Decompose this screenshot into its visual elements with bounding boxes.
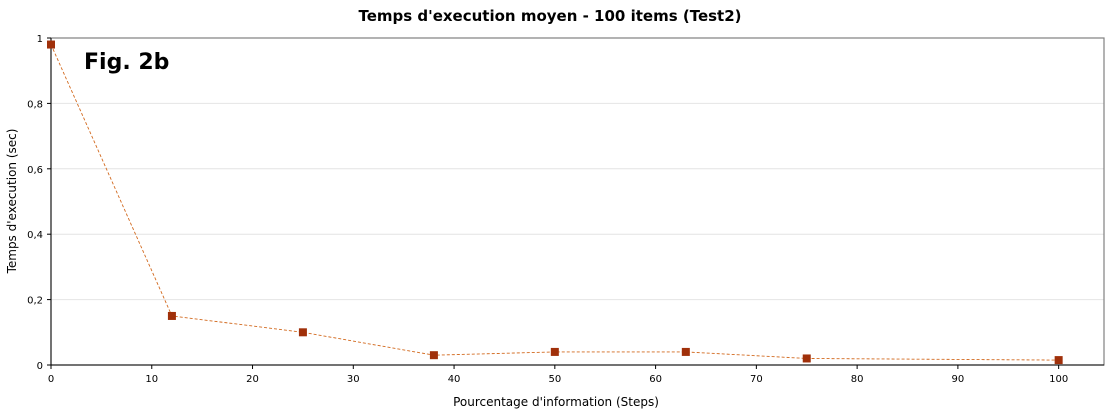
data-point [681, 347, 690, 356]
x-tick-label: 50 [548, 374, 561, 385]
y-tick-label: 0,4 [27, 230, 43, 241]
y-tick-label: 0 [37, 361, 43, 372]
data-point [298, 328, 307, 337]
x-tick-label: 30 [347, 374, 360, 385]
data-point [167, 311, 176, 320]
plot-area: 00,20,40,60,810 10 20 30 40 50 60 70 80 90 100 [27, 34, 1105, 385]
y-tick-label: 0,8 [27, 99, 43, 110]
data-point [550, 347, 559, 356]
x-tick-label: 10 [145, 374, 158, 385]
x-tick-label: 90 [952, 374, 965, 385]
y-tick-label: 1 [37, 34, 43, 45]
data-point [47, 40, 55, 49]
plot-frame [50, 37, 1105, 366]
data-point [1054, 356, 1063, 365]
y-tick-label: 0,6 [27, 165, 43, 176]
x-tick-label: 100 [1049, 374, 1068, 385]
data-point [802, 354, 811, 363]
figure-label: Fig. 2b [84, 50, 169, 75]
x-axis-label: Pourcentage d'information (Steps) [453, 395, 659, 409]
chart-title: Temps d'execution moyen - 100 items (Tes… [358, 7, 741, 25]
x-tick-label: 40 [448, 374, 461, 385]
x-tick-label: 70 [750, 374, 763, 385]
y-tick-label: 0,2 [27, 296, 43, 307]
x-tick-label: 60 [649, 374, 662, 385]
y-axis-label: Temps d'execution (sec) [5, 129, 19, 275]
x-tick-label: 80 [851, 374, 864, 385]
x-tick-label: 0 [48, 374, 54, 385]
x-tick-label: 20 [246, 374, 259, 385]
data-point [429, 351, 438, 360]
series-line [50, 44, 1059, 361]
